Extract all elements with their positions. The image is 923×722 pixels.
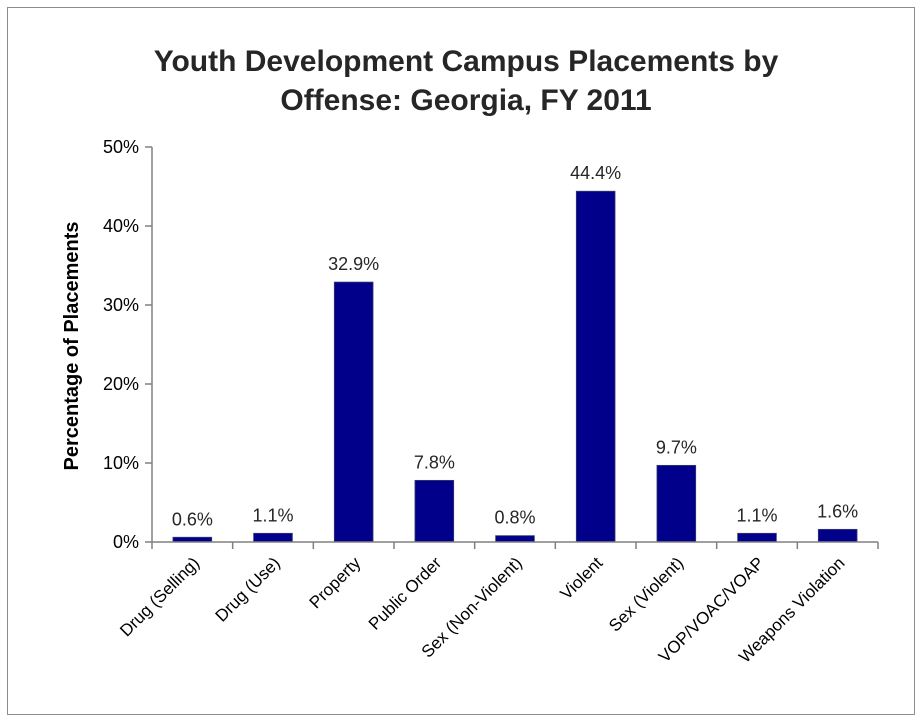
y-tick-label: 40% [103, 216, 139, 236]
y-tick-label: 20% [103, 374, 139, 394]
data-label: 9.7% [656, 437, 697, 457]
x-tick-label: Public Order [365, 553, 445, 633]
y-tick-label: 0% [113, 532, 139, 552]
x-tick-labels-group: Drug (Selling) Drug (Use) Property Public O… [116, 553, 848, 667]
chart-title-line-1: Youth Development Campus Placements by [154, 45, 779, 78]
data-label: 44.4% [570, 163, 621, 183]
bar [656, 464, 697, 543]
data-labels-group: 0.6% 1.1% 32.9% 7.8% 0.8% 44.4% 9.7% 1.1% 1.6% [172, 163, 858, 529]
bar [333, 281, 374, 543]
data-label: 1.6% [817, 501, 858, 521]
bar [737, 532, 777, 543]
bars-group [172, 190, 858, 543]
data-label: 32.9% [328, 254, 379, 274]
x-tick-label: Property [306, 553, 365, 612]
x-tick-label: Drug (Selling) [116, 553, 203, 640]
x-tick-label: Sex (Violent) [605, 553, 687, 635]
chart-frame [7, 7, 915, 715]
data-label: 0.6% [172, 509, 213, 529]
y-axis-label: Percentage of Placements [61, 222, 83, 471]
bar [253, 532, 293, 543]
x-axis [151, 541, 879, 549]
bar [575, 190, 616, 543]
data-label: 0.8% [494, 508, 535, 528]
y-axis: 0% 10% 20% 30% 40% 50% [103, 137, 153, 552]
bar [495, 535, 535, 543]
data-label: 7.8% [414, 452, 455, 472]
bar [817, 528, 858, 543]
y-tick-label: 50% [103, 137, 139, 157]
data-label: 1.1% [736, 505, 777, 525]
x-tick-label: Violent [557, 553, 607, 603]
data-label: 1.1% [252, 505, 293, 525]
chart-title-line-2: Offense: Georgia, FY 2011 [280, 84, 651, 117]
y-tick-label: 10% [103, 453, 139, 473]
y-tick-label: 30% [103, 295, 139, 315]
x-tick-label: Drug (Use) [212, 553, 284, 625]
bar [414, 479, 455, 543]
